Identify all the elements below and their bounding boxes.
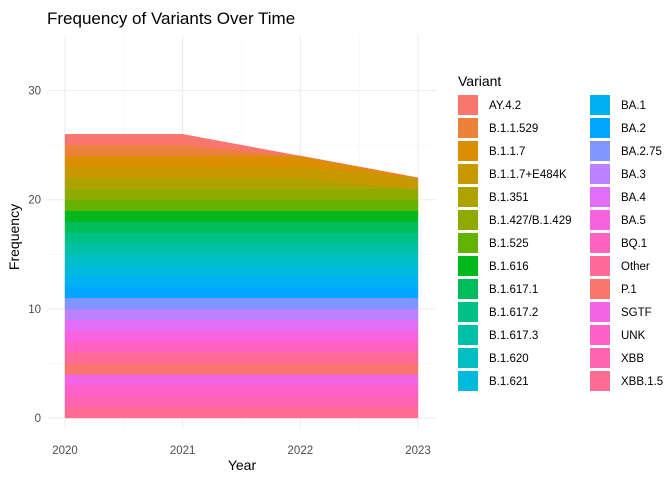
area-bq-1 (64, 341, 419, 353)
legend-key-ba-3 (590, 164, 610, 184)
legend-key-b-1-617-3 (458, 325, 478, 345)
area-sgtf (64, 374, 419, 386)
legend-label-ay-4-2: AY.4.2 (489, 100, 521, 112)
x-axis-ticks: 2020 2021 2022 2023 (52, 445, 431, 457)
legend-key-ba-2-75 (590, 141, 610, 161)
legend-key-b-1-525 (458, 233, 478, 253)
x-axis-title: Year (228, 457, 257, 473)
legend-key-sgtf (590, 302, 610, 322)
area-b-1-617-2 (64, 232, 419, 244)
legend-label-b-1-617-1: B.1.617.1 (489, 284, 538, 296)
legend-key-b-1-620 (458, 348, 478, 368)
area-ba-2-75 (64, 297, 419, 310)
legend-label-b-1-1-7-e484k: B.1.1.7+E484K (489, 169, 567, 181)
chart-title: Frequency of Variants Over Time (47, 9, 295, 28)
area-xbb (64, 395, 419, 408)
area-ay-4-2 (64, 134, 419, 179)
x-tick-label: 2022 (288, 445, 314, 457)
legend-key-other (590, 256, 610, 276)
y-tick-label: 10 (28, 304, 41, 316)
legend-key-xbb (590, 348, 610, 368)
legend-key-ay-4-2 (458, 95, 478, 115)
legend-label-b-1-620: B.1.620 (489, 353, 529, 365)
area-ba-3 (64, 308, 419, 320)
area-b-1-620 (64, 254, 419, 266)
legend-label-ba-3: BA.3 (621, 169, 646, 181)
legend-key-b-1-617-2 (458, 302, 478, 322)
area-b-1-617-1 (64, 221, 419, 233)
legend-label-b-1-616: B.1.616 (489, 261, 529, 273)
legend-label-b-1-621: B.1.621 (489, 376, 529, 388)
legend-label-b-1-525: B.1.525 (489, 238, 529, 250)
legend-key-b-1-351 (458, 187, 478, 207)
x-tick-label: 2021 (170, 445, 196, 457)
area-ba-2 (64, 286, 419, 299)
legend-key-b-1-1-7 (458, 141, 478, 161)
legend-title: Variant (458, 73, 501, 89)
legend-key-b-1-1-529 (458, 118, 478, 138)
area-b-1-525 (64, 199, 419, 211)
area-ba-5 (64, 330, 419, 342)
area-b-1-616 (64, 210, 419, 222)
area-p-1 (64, 363, 419, 375)
area-b-1-427-b-1-429 (64, 188, 419, 200)
y-tick-label: 30 (28, 86, 41, 98)
legend-label-xbb: XBB (621, 353, 644, 365)
legend-key-ba-5 (590, 210, 610, 230)
legend-label-other: Other (621, 261, 650, 273)
legend-label-b-1-617-3: B.1.617.3 (489, 330, 538, 342)
legend-key-bq-1 (590, 233, 610, 253)
y-axis-title: Frequency (6, 204, 22, 270)
legend-key-ba-2 (590, 118, 610, 138)
legend-key-b-1-427-b-1-429 (458, 210, 478, 230)
legend-label-ba-2-75: BA.2.75 (621, 146, 662, 158)
legend-label-bq-1: BQ.1 (621, 238, 647, 250)
area-ba-1 (64, 275, 419, 288)
legend-label-p-1: P.1 (621, 284, 637, 296)
legend-key-b-1-1-7-e484k (458, 164, 478, 184)
area-b-1-617-3 (64, 243, 419, 255)
legend-key-b-1-617-1 (458, 279, 478, 299)
legend-key-b-1-616 (458, 256, 478, 276)
legend-label-b-1-427-b-1-429: B.1.427/B.1.429 (489, 215, 571, 227)
area-unk (64, 385, 419, 397)
area-stack (64, 134, 419, 419)
legend: Variant AY.4.2 B.1.1.529 B.1.1.7 B.1.1.7+E4… (458, 73, 663, 391)
legend-label-ba-1: BA.1 (621, 100, 646, 112)
area-other (64, 352, 419, 364)
legend-label-ba-2: BA.2 (621, 123, 646, 135)
area-b-1-621 (64, 265, 419, 277)
legend-label-b-1-1-7: B.1.1.7 (489, 146, 525, 158)
legend-label-xbb-1-5: XBB.1.5 (621, 376, 663, 388)
legend-key-xbb-1-5 (590, 371, 610, 391)
area-ba-4 (64, 319, 419, 331)
legend-key-p-1 (590, 279, 610, 299)
legend-label-sgtf: SGTF (621, 307, 652, 319)
y-tick-label: 0 (35, 413, 41, 425)
x-tick-label: 2020 (52, 445, 78, 457)
legend-key-ba-1 (590, 95, 610, 115)
legend-label-unk: UNK (621, 330, 646, 342)
y-axis-ticks: 0 10 20 30 (28, 86, 41, 425)
x-tick-label: 2023 (405, 445, 431, 457)
legend-label-ba-5: BA.5 (621, 215, 646, 227)
legend-label-b-1-617-2: B.1.617.2 (489, 307, 538, 319)
legend-key-b-1-621 (458, 371, 478, 391)
legend-label-ba-4: BA.4 (621, 192, 647, 204)
legend-label-b-1-1-529: B.1.1.529 (489, 123, 538, 135)
legend-key-unk (590, 325, 610, 345)
legend-label-b-1-351: B.1.351 (489, 192, 529, 204)
area-xbb-1-5 (64, 406, 419, 419)
legend-key-ba-4 (590, 187, 610, 207)
y-tick-label: 20 (28, 195, 41, 207)
